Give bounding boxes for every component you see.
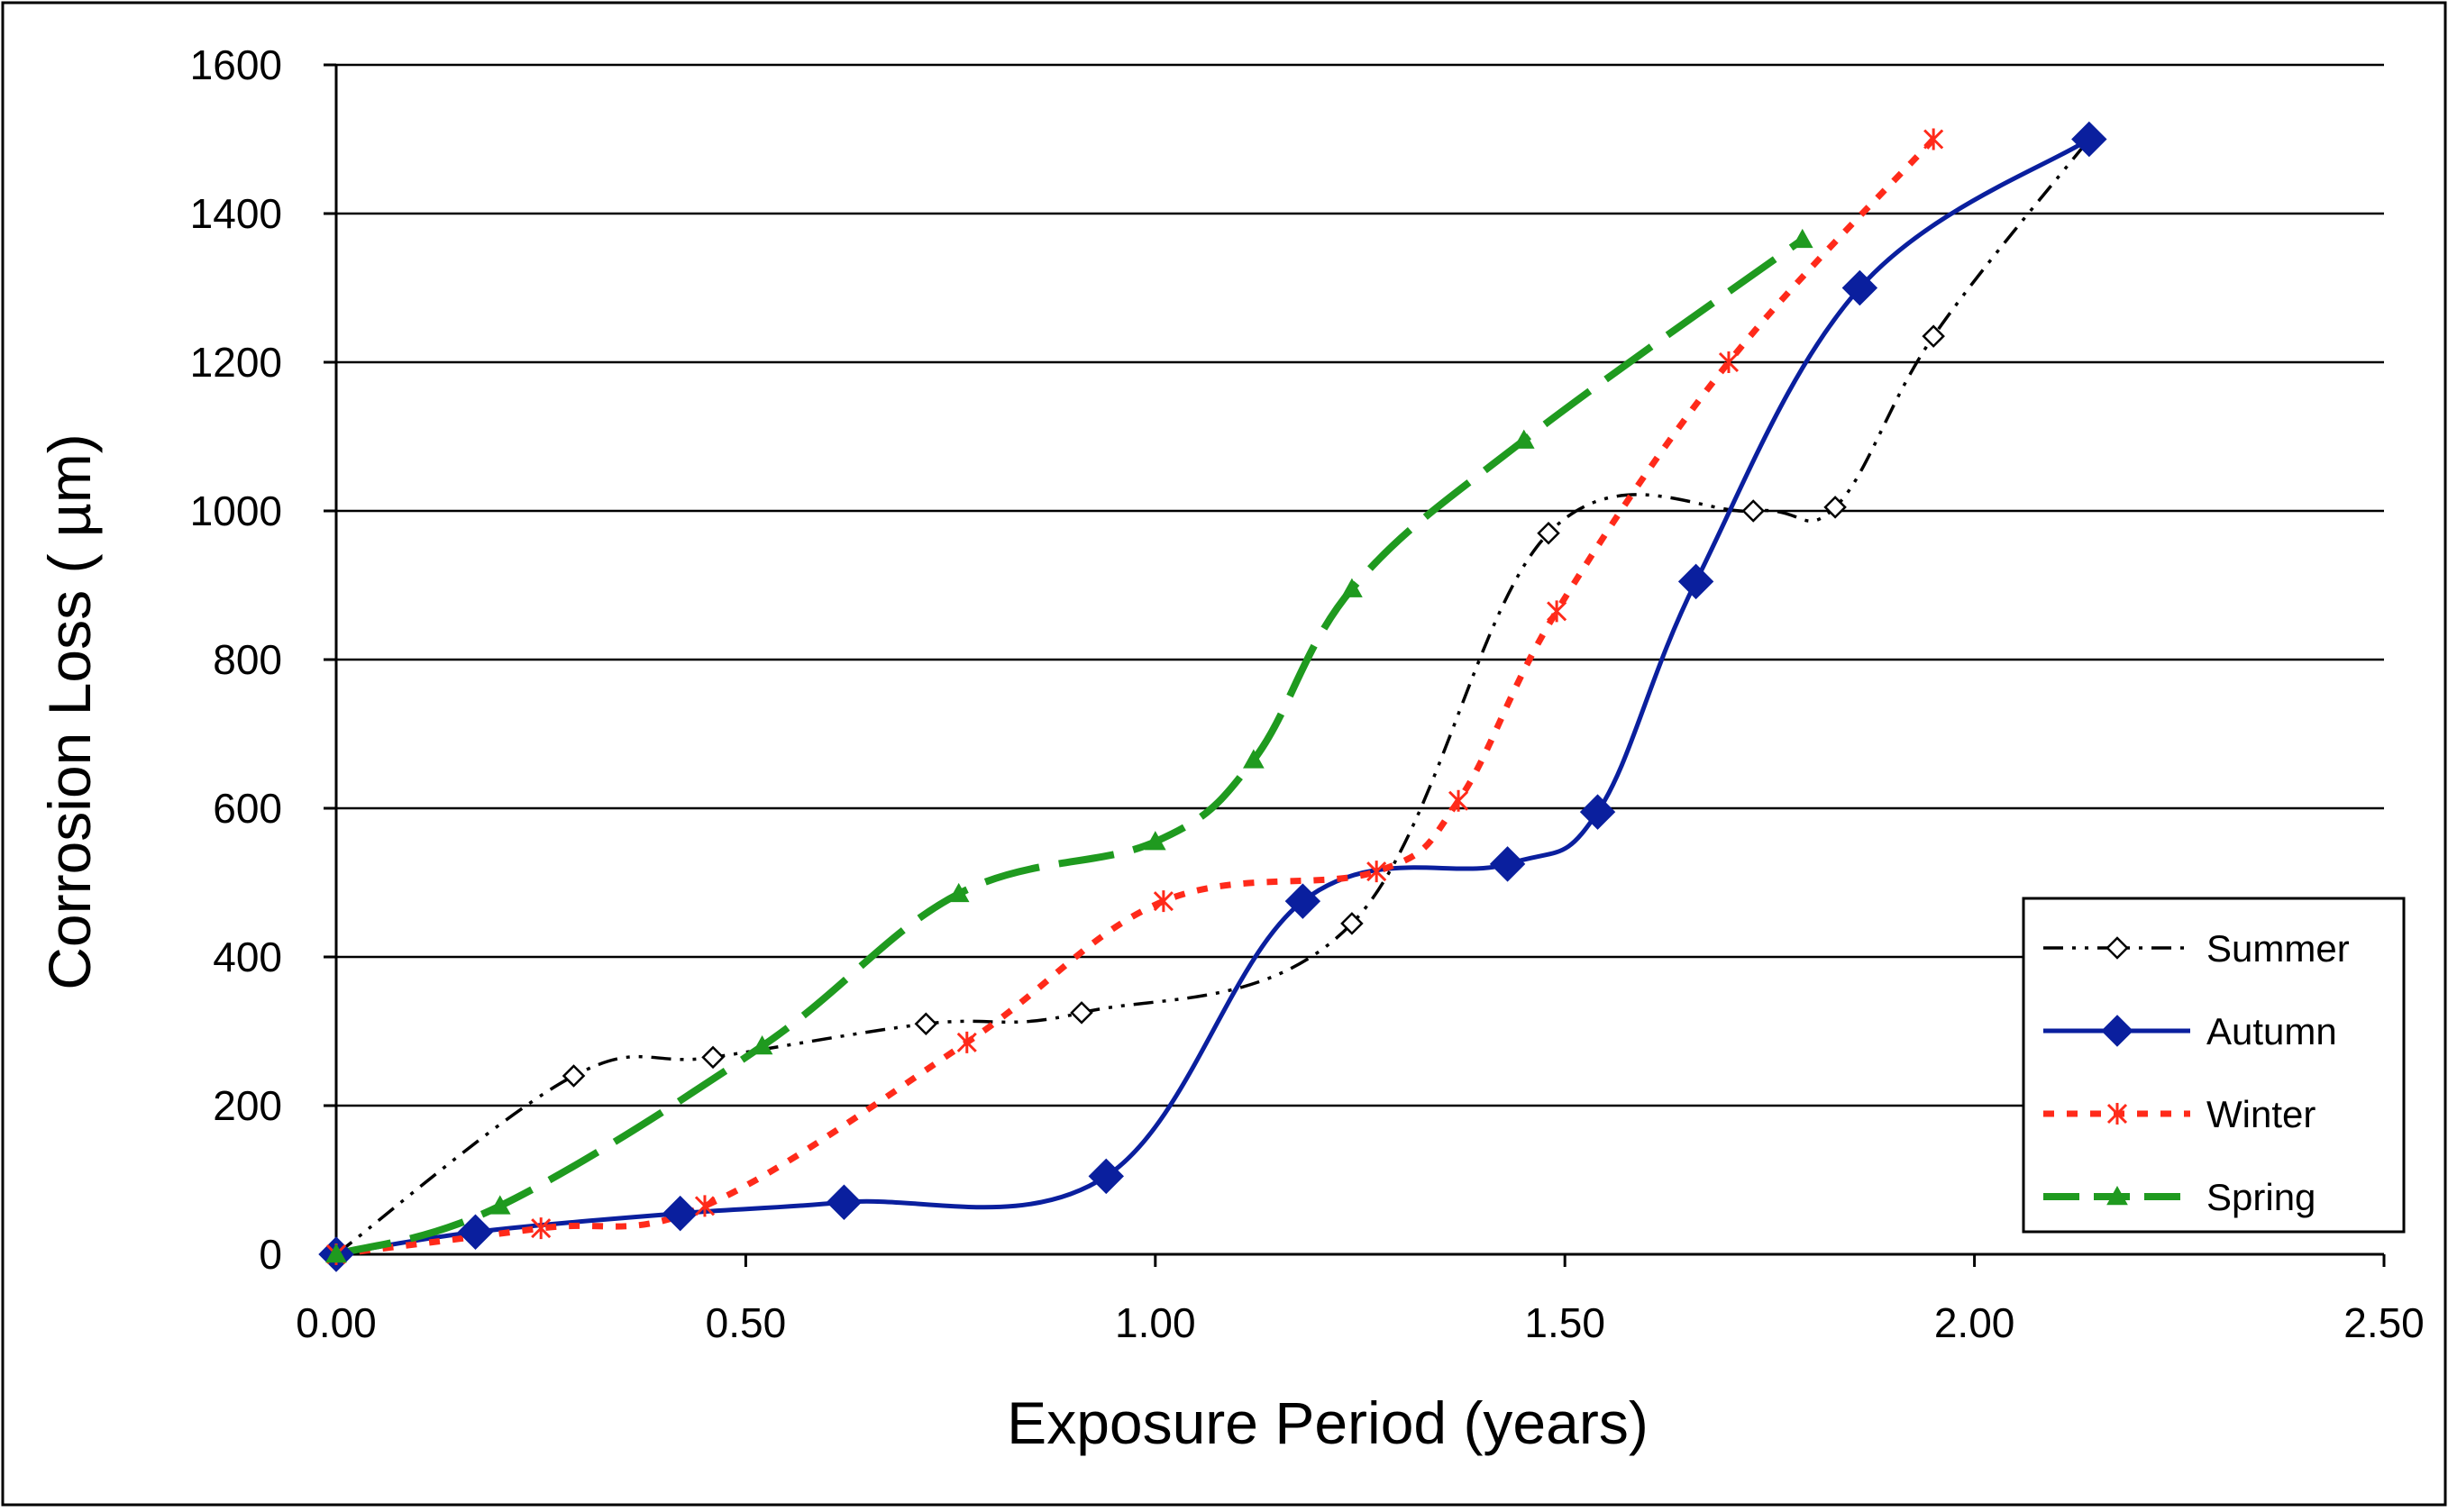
y-tick-label: 600 bbox=[213, 785, 282, 832]
legend-label-spring: Spring bbox=[2206, 1176, 2316, 1218]
spring-point bbox=[325, 1243, 347, 1263]
summer-point bbox=[562, 1064, 586, 1088]
legend-marker-autumn bbox=[2101, 1015, 2133, 1047]
summer-point bbox=[1537, 521, 1560, 545]
winter-point bbox=[1448, 789, 1469, 812]
tick-labels: 0 200 400 600 800 1000 1200 1400 1600 0.00 0.50 1.0… bbox=[190, 41, 2425, 1346]
legend-marker-summer bbox=[2105, 936, 2129, 960]
x-tick-label: 2.00 bbox=[1934, 1299, 2015, 1346]
y-tick-label: 0 bbox=[259, 1231, 282, 1278]
legend-marker-spring bbox=[2106, 1185, 2128, 1206]
winter-point bbox=[1718, 351, 1740, 373]
summer-point bbox=[1741, 499, 1765, 523]
winter-point bbox=[531, 1217, 552, 1240]
spring-point bbox=[489, 1195, 511, 1215]
summer-point bbox=[701, 1045, 725, 1070]
legend-marker-winter bbox=[2106, 1103, 2128, 1125]
series-line-summer bbox=[334, 138, 2091, 1256]
legend-label-winter: Winter bbox=[2206, 1093, 2316, 1135]
summer-point bbox=[1922, 324, 1945, 348]
autumn-point bbox=[2071, 121, 2107, 158]
y-tick-label: 200 bbox=[213, 1082, 282, 1129]
x-tick-label: 1.00 bbox=[1115, 1299, 1196, 1346]
spring-point bbox=[751, 1034, 773, 1055]
winter-point bbox=[694, 1195, 716, 1217]
autumn-point bbox=[457, 1214, 494, 1250]
autumn-point bbox=[1841, 269, 1878, 306]
spring-point bbox=[1791, 228, 1813, 249]
autumn-point bbox=[826, 1184, 863, 1220]
y-tick-label: 400 bbox=[213, 934, 282, 980]
spring-point bbox=[1144, 831, 1166, 851]
x-tick-label: 2.50 bbox=[2343, 1299, 2425, 1346]
x-tick-label: 0.50 bbox=[706, 1299, 787, 1346]
y-tick-label: 1000 bbox=[190, 487, 282, 534]
x-tick-label: 1.50 bbox=[1524, 1299, 1605, 1346]
y-tick-label: 800 bbox=[213, 636, 282, 683]
spring-point bbox=[1512, 429, 1535, 449]
y-tick-label: 1600 bbox=[190, 41, 282, 88]
legend-box bbox=[2022, 897, 2406, 1234]
axes bbox=[324, 63, 2386, 1267]
spring-point bbox=[1243, 749, 1265, 769]
summer-point bbox=[1340, 912, 1364, 935]
autumn-point bbox=[1088, 1158, 1124, 1195]
autumn-point bbox=[1284, 883, 1321, 919]
x-tick-label: 0.00 bbox=[296, 1299, 377, 1346]
winter-point bbox=[1153, 890, 1174, 913]
winter-point bbox=[1923, 128, 1944, 150]
summer-point bbox=[914, 1012, 938, 1036]
x-axis-title: Exposure Period (years) bbox=[1007, 1389, 1649, 1456]
autumn-point bbox=[662, 1195, 699, 1232]
legend-label-summer: Summer bbox=[2206, 927, 2350, 970]
summer-point bbox=[1823, 496, 1847, 519]
y-axis-title: Corrosion Loss ( µm) bbox=[36, 433, 103, 990]
series-line-winter bbox=[335, 137, 1936, 1258]
autumn-point bbox=[1489, 846, 1526, 882]
summer-point bbox=[1070, 1001, 1093, 1025]
spring-point bbox=[947, 882, 970, 903]
legend: Summer Autumn Winter Spring bbox=[2022, 897, 2406, 1234]
winter-point bbox=[1366, 861, 1387, 883]
legend-label-autumn: Autumn bbox=[2206, 1010, 2337, 1052]
winter-point bbox=[1547, 600, 1567, 623]
autumn-point bbox=[1579, 794, 1616, 830]
winter-point bbox=[956, 1031, 977, 1053]
series-markers bbox=[318, 121, 2107, 1272]
autumn-point bbox=[1677, 563, 1714, 600]
spring-point bbox=[1341, 578, 1363, 597]
gridlines bbox=[336, 63, 2384, 1107]
y-tick-label: 1400 bbox=[190, 190, 282, 237]
y-tick-label: 1200 bbox=[190, 339, 282, 386]
